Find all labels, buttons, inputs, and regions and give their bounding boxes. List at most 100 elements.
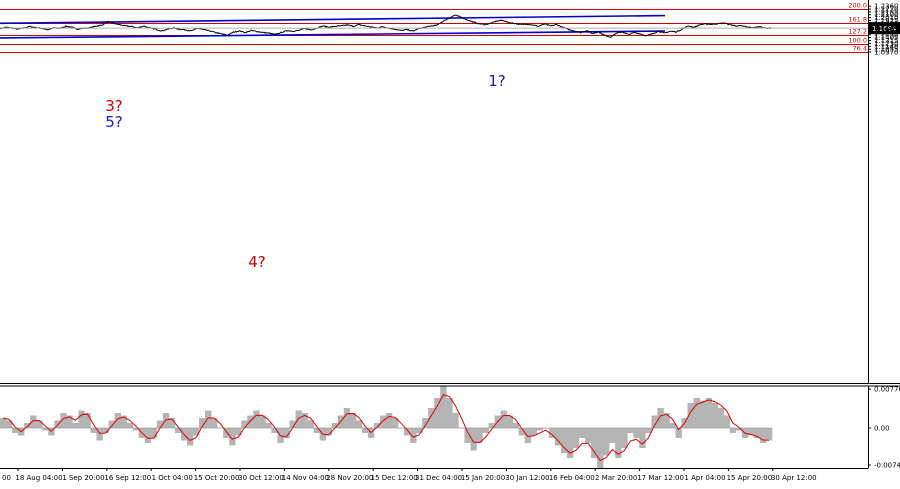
oscillator-bar-52	[313, 428, 320, 433]
oscillator-bar-126	[759, 428, 767, 443]
oscillator-bar-7	[42, 428, 49, 431]
oscillator-bar-59	[355, 420, 363, 428]
oscillator-bar-71	[428, 408, 435, 428]
main-y-tick-label-11: 1.1405	[874, 34, 899, 42]
oscillator-bar-97	[585, 428, 592, 443]
oscillator-bar-13	[78, 410, 85, 428]
oscillator-bar-55	[331, 423, 339, 428]
x-tick-label-8: 15 Dec 12:00	[371, 474, 418, 482]
oscillator-y-tick-label-1: 0.00	[874, 425, 890, 433]
oscillator-bar-51	[307, 420, 314, 428]
oscillator-bar-12	[72, 423, 79, 428]
oscillator-bar-114	[687, 403, 694, 428]
oscillator-bar-38	[229, 428, 236, 446]
oscillator-bar-77	[464, 428, 471, 443]
oscillator-bar-87	[524, 428, 532, 443]
oscillator-bar-95	[572, 428, 580, 448]
oscillator-bar-102	[615, 428, 622, 458]
main-y-tick-label-10: 1.1490	[874, 31, 899, 39]
oscillator-bar-44	[265, 423, 272, 428]
x-tick-label-10: 15 Jan 20:00	[461, 474, 505, 482]
main-y-tick-label-3: 1.2100	[874, 11, 899, 19]
oscillator-bar-58	[349, 413, 357, 428]
oscillator-bar-74	[446, 398, 453, 428]
oscillator-bar-92	[554, 428, 562, 446]
oscillator-bar-107	[645, 428, 652, 433]
fib-level-label-3: 100.0	[848, 37, 867, 45]
oscillator-bar-21	[126, 423, 133, 428]
oscillator-bar-93	[560, 428, 568, 453]
oscillator-bar-14	[84, 413, 91, 428]
oscillator-bar-117	[705, 398, 712, 428]
oscillator-bar-39	[235, 428, 242, 436]
x-tick-label-9: 31 Dec 04:00	[415, 474, 462, 482]
oscillator-bar-57	[343, 408, 351, 428]
oscillator-layer	[0, 385, 773, 468]
current-price-label: 1.1694	[872, 25, 897, 33]
oscillator-bar-83	[500, 410, 507, 428]
oscillator-bar-63	[379, 415, 387, 428]
x-tick-label-5: 30 Oct 12:00	[238, 474, 284, 482]
x-tick-label-3: 1 Oct 04:00	[152, 474, 193, 482]
oscillator-bar-127	[765, 428, 773, 441]
oscillator-bar-81	[488, 423, 495, 428]
oscillator-bar-47	[283, 428, 290, 438]
oscillator-bar-68	[410, 428, 417, 443]
oscillator-bar-43	[259, 415, 266, 428]
oscillator-bar-120	[723, 415, 731, 428]
oscillator-bar-85	[512, 423, 519, 428]
oscillator-bar-118	[711, 403, 719, 428]
oscillator-bar-32	[193, 428, 200, 436]
oscillator-bar-72	[434, 398, 441, 428]
main-y-tick-label-4: 1.2010	[874, 14, 899, 22]
wave-labels-layer: 3?5? 4? 1?	[105, 72, 506, 271]
oscillator-bar-17	[102, 428, 109, 433]
oscillator-signal-line	[2, 394, 770, 462]
oscillator-bar-75	[452, 413, 459, 428]
main-y-tick-label-9: 1.1580	[874, 28, 899, 36]
oscillator-bar-31	[186, 428, 194, 446]
oscillator-bar-101	[609, 428, 616, 443]
oscillator-bar-22	[132, 428, 140, 431]
x-tick-label-12: 16 Feb 04:00	[549, 474, 595, 482]
x-tick-label-0: 18 Aug 04:00	[15, 474, 62, 482]
oscillator-bar-10	[60, 413, 67, 428]
oscillator-bar-11	[66, 415, 73, 428]
wave-label-1: 5?	[105, 113, 123, 131]
x-tick-label-11: 30 Jan 12:00	[505, 474, 549, 482]
wave-label-2: 4?	[248, 253, 266, 271]
oscillator-bar-89	[536, 428, 544, 431]
x-tick-label-17: 30 Apr 12:00	[771, 474, 817, 482]
oscillator-bar-26	[156, 420, 164, 428]
oscillator-bar-69	[416, 428, 423, 433]
oscillator-bar-20	[120, 415, 127, 428]
oscillator-bar-110	[663, 413, 670, 428]
oscillator-bar-73	[440, 385, 447, 428]
oscillator-bar-78	[470, 428, 477, 451]
oscillator-bar-29	[174, 428, 182, 433]
x-tick-label-4: 15 Oct 20:00	[194, 474, 240, 482]
oscillator-bar-65	[392, 418, 399, 428]
oscillator-bar-41	[247, 415, 254, 428]
oscillator-bar-48	[289, 420, 296, 428]
oscillator-bar-35	[211, 418, 218, 428]
oscillator-bar-18	[108, 420, 115, 428]
main-y-tick-label-5: 1.1925	[874, 17, 899, 25]
oscillator-bar-42	[253, 410, 260, 428]
main-y-tick-label-13: 1.1230	[874, 40, 899, 48]
x-tick-label-15: 1 Apr 04:00	[684, 474, 725, 482]
oscillator-bar-45	[271, 428, 278, 433]
oscillator-bar-84	[506, 415, 513, 428]
oscillator-bar-0	[0, 418, 7, 428]
oscillator-bar-94	[566, 428, 574, 458]
wave-label-3: 1?	[488, 72, 506, 90]
x-tick-label-1: 1 Sep 20:00	[62, 474, 104, 482]
oscillator-bar-64	[386, 413, 393, 428]
main-y-tick-label-2: 1.2185	[874, 8, 899, 16]
oscillator-bar-98	[591, 428, 598, 458]
main-y-tick-label-14: 1.1140	[874, 43, 899, 51]
oscillator-bar-124	[747, 428, 755, 436]
